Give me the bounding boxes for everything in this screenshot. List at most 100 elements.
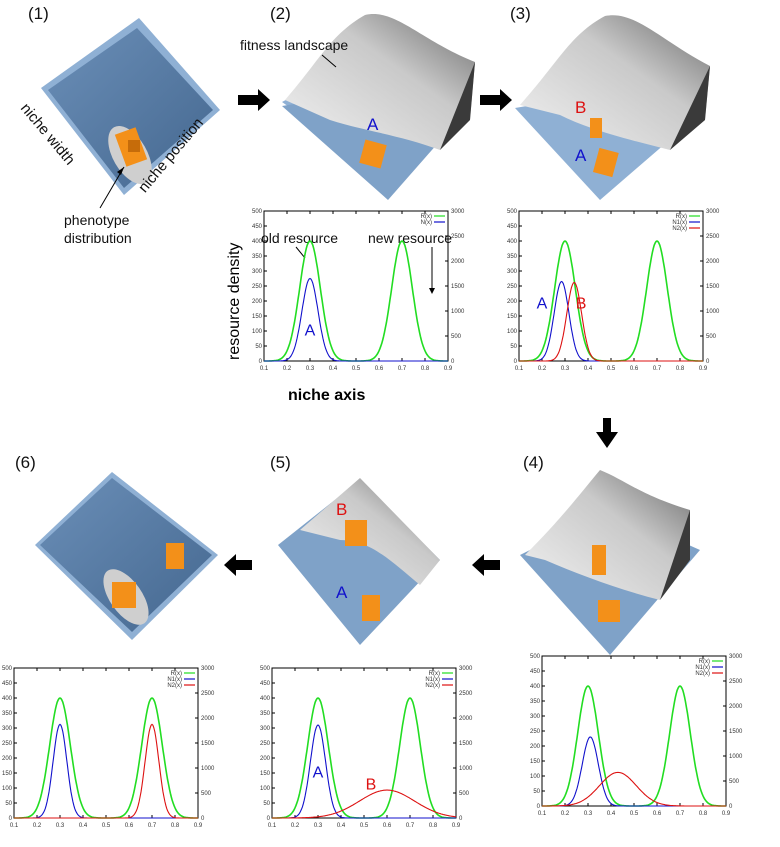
y2-tick-label: 2500	[451, 234, 465, 240]
x-tick-label: 0.1	[268, 823, 277, 829]
x-tick-label: 0.7	[653, 366, 662, 372]
x-tick-label: 0.4	[607, 811, 616, 817]
x-tick-label: 0.8	[421, 366, 430, 372]
y2-tick-label: 2000	[201, 716, 215, 722]
y-tick-label: 250	[2, 741, 13, 747]
legend-label: N2(x)	[695, 671, 710, 677]
panel-label-2: (2)	[270, 4, 291, 23]
series-resource	[272, 697, 456, 819]
curve-label-A: A	[313, 765, 324, 782]
y-tick-label: 150	[530, 759, 541, 765]
chart-panel-2: 0.1 0.2 0.3 0.4 0.5 0.6 0.7 0.8 0.9 0 50 100 150 200 2…	[250, 205, 480, 380]
x-tick-label: 0.8	[429, 823, 438, 829]
fitness-pointer	[321, 54, 337, 68]
y-tick-label: 500	[507, 209, 518, 215]
y-tick-label: 500	[530, 654, 541, 660]
y2-tick-label: 2000	[459, 716, 473, 722]
legend-label: N(x)	[421, 220, 432, 226]
x-tick-label: 0.7	[148, 823, 157, 829]
y-tick-label: 300	[2, 726, 13, 732]
x-tick-label: 0.3	[56, 823, 65, 829]
x-tick-label: 0.9	[194, 823, 203, 829]
y-tick-label: 0	[9, 816, 13, 822]
y2-tick-label: 3000	[451, 209, 465, 215]
series-B	[519, 281, 703, 362]
y-tick-label: 0	[537, 804, 541, 810]
y2-tick-label: 2000	[451, 259, 465, 265]
y-tick-label: 150	[260, 771, 271, 777]
series-resource	[14, 697, 198, 819]
panel-label-1: (1)	[28, 4, 49, 23]
y-tick-label: 0	[514, 359, 518, 365]
plate-panel-6	[35, 472, 218, 640]
y-tick-label: 100	[260, 786, 271, 792]
y-tick-label: 100	[530, 774, 541, 780]
phenotype-cluster-1	[114, 127, 148, 167]
y-tick-label: 450	[507, 224, 518, 230]
x-tick-label: 0.9	[444, 366, 453, 372]
y2-tick-label: 1000	[729, 754, 743, 760]
panel-label-5: (5)	[270, 453, 291, 472]
series-A	[519, 280, 703, 362]
legend-label: N1(x)	[167, 677, 182, 683]
y2-tick-label: 3000	[729, 654, 743, 660]
x-tick-label: 0.4	[337, 823, 346, 829]
arrow-right-2-3	[480, 89, 512, 111]
y-tick-label: 350	[2, 711, 13, 717]
y-tick-label: 100	[252, 329, 263, 335]
series-B	[272, 789, 457, 819]
chart-panel-5: 0.1 0.2 0.3 0.4 0.5 0.6 0.7 0.8 0.9 0 50 100 150 200 2…	[258, 662, 488, 837]
series-resource	[264, 240, 448, 362]
y2-tick-label: 1000	[459, 766, 473, 772]
phenotype-label-line2: distribution	[64, 230, 132, 246]
arrow-left-5-6	[224, 554, 252, 576]
x-tick-label: 0.2	[283, 366, 292, 372]
panel-label-6: (6)	[15, 453, 36, 472]
series-B	[14, 723, 198, 819]
y2-tick-label: 0	[201, 816, 205, 822]
old-resource-label: old resource	[261, 230, 339, 246]
plate-panel-1	[41, 18, 220, 195]
y2-tick-label: 1500	[729, 729, 743, 735]
curve-label-A: A	[305, 323, 316, 340]
y-tick-label: 400	[252, 239, 263, 245]
y2-tick-label: 1500	[451, 284, 465, 290]
y-tick-label: 400	[530, 684, 541, 690]
x-tick-label: 0.2	[33, 823, 42, 829]
legend-label: N2(x)	[672, 226, 687, 232]
y2-tick-label: 0	[729, 804, 733, 810]
legend-label: R(x)	[676, 214, 687, 220]
phenotype-label-line1: phenotype	[64, 212, 130, 228]
x-tick-label: 0.2	[291, 823, 300, 829]
y-tick-label: 50	[533, 789, 540, 795]
y-tick-label: 350	[530, 699, 541, 705]
y-tick-label: 200	[507, 299, 518, 305]
series-A	[272, 724, 456, 819]
y-tick-label: 350	[260, 711, 271, 717]
y-tick-label: 150	[507, 314, 518, 320]
y-tick-label: 200	[252, 299, 263, 305]
y-tick-label: 300	[252, 269, 263, 275]
y-tick-label: 500	[260, 666, 271, 672]
y-tick-label: 350	[252, 254, 263, 260]
chart-svg: 0.1 0.2 0.3 0.4 0.5 0.6 0.7 0.8 0.90501001502002…	[530, 654, 743, 817]
phenotype-cluster-5	[345, 520, 380, 621]
y2-tick-label: 500	[459, 791, 470, 797]
y-tick-label: 300	[530, 714, 541, 720]
legend-label: N1(x)	[695, 665, 710, 671]
curve-label-B: B	[576, 296, 587, 313]
y2-tick-label: 2500	[729, 679, 743, 685]
chart-svg: 0.1 0.2 0.3 0.4 0.5 0.6 0.7 0.8 0.90501001502002…	[2, 666, 215, 829]
y-tick-label: 400	[507, 239, 518, 245]
y-tick-label: 200	[260, 756, 271, 762]
y2-tick-label: 3000	[201, 666, 215, 672]
y-tick-label: 100	[507, 329, 518, 335]
y2-tick-label: 500	[201, 791, 212, 797]
landscape-panel-3	[515, 15, 710, 200]
landscape-panel-4	[520, 470, 700, 655]
y-tick-label: 350	[507, 254, 518, 260]
y2-tick-label: 500	[729, 779, 740, 785]
x-tick-label: 0.5	[102, 823, 111, 829]
x-tick-label: 0.1	[515, 366, 524, 372]
y2-tick-label: 0	[706, 359, 710, 365]
